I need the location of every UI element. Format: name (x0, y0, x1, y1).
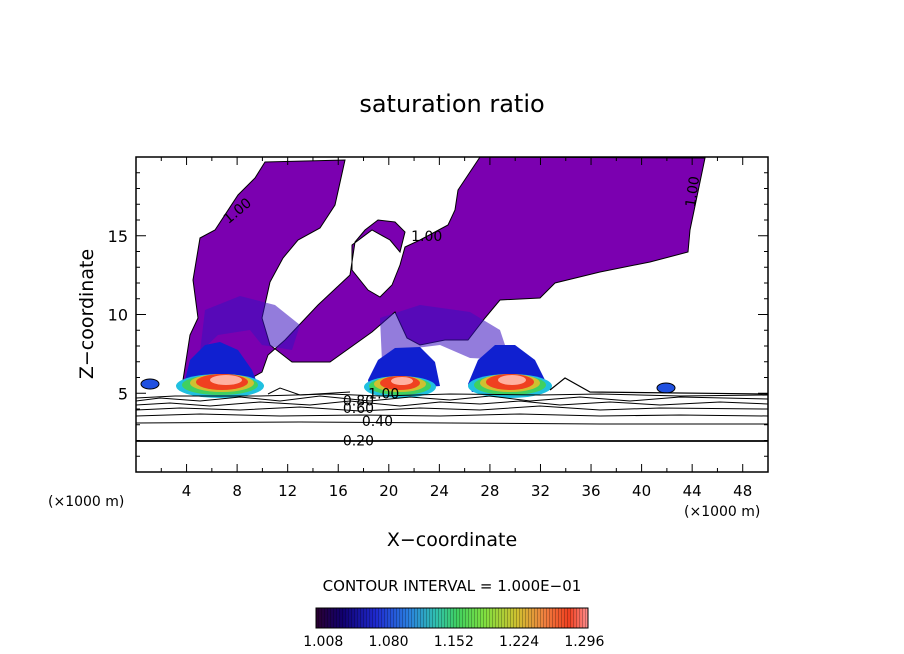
colorbar-bins (316, 608, 588, 628)
contour-lines (136, 377, 768, 442)
x-tick-label: 12 (278, 482, 297, 500)
x-tick-label: 24 (430, 482, 449, 500)
x-tick-label: 28 (480, 482, 499, 500)
contour-label: 0.40 (362, 414, 393, 430)
blue-shade-left (200, 296, 300, 352)
x-tick-label: 40 (632, 482, 651, 500)
contour-label: 0.60 (343, 401, 374, 417)
colorbar-tick-label: 1.152 (434, 634, 474, 650)
y-tick-label: 15 (108, 227, 128, 246)
z-unit-label: (×1000 m) (48, 494, 124, 510)
x-axis-label: X−coordinate (387, 529, 517, 551)
y-axis-label: Z−coordinate (76, 249, 98, 379)
x-tick-label: 44 (683, 482, 702, 500)
contour-field (136, 157, 768, 442)
colorbar-tick-label: 1.080 (368, 634, 408, 650)
y-tick-label: 10 (108, 306, 128, 325)
x-tick-label: 16 (329, 482, 348, 500)
contour-interval-label: CONTOUR INTERVAL = 1.000E−01 (323, 577, 582, 595)
x-tick-label: 4 (182, 482, 192, 500)
x-tick-label: 8 (232, 482, 242, 500)
contour-label: 0.80 (343, 393, 374, 409)
spot-right (656, 382, 676, 394)
contour-label: 1.00 (683, 175, 703, 208)
x-tick-label: 32 (531, 482, 550, 500)
spot-left (140, 378, 160, 390)
colorbar-tick-label: 1.008 (303, 634, 343, 650)
chart-title: saturation ratio (359, 90, 544, 118)
core-middle (364, 376, 436, 398)
core-left (176, 374, 264, 398)
x-tick-label: 48 (733, 482, 752, 500)
x-axis: 4 8 12 16 20 24 28 32 36 40 44 48 (160, 157, 752, 500)
y-axis: 5 10 15 (108, 172, 768, 457)
core-right (468, 374, 552, 398)
contour-label: 0.20 (343, 434, 374, 450)
x-tick-label: 20 (379, 482, 398, 500)
colorbar-tick-label: 1.224 (499, 634, 539, 650)
colorbar-labels: 1.008 1.080 1.152 1.224 1.296 (303, 634, 604, 650)
colorbar-tick-label: 1.296 (564, 634, 604, 650)
x-unit-label: (×1000 m) (684, 504, 760, 520)
y-tick-label: 5 (118, 384, 128, 403)
contour-label: 1.00 (411, 229, 442, 245)
contour-label: 1.00 (368, 386, 399, 402)
x-tick-label: 36 (581, 482, 600, 500)
